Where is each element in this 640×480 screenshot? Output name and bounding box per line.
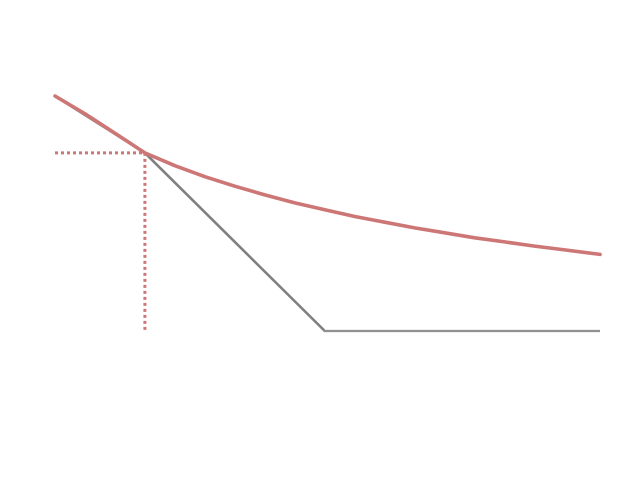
piecewise-line (54, 94, 600, 333)
plot-area (53, 94, 602, 333)
curve-line (53, 94, 602, 257)
